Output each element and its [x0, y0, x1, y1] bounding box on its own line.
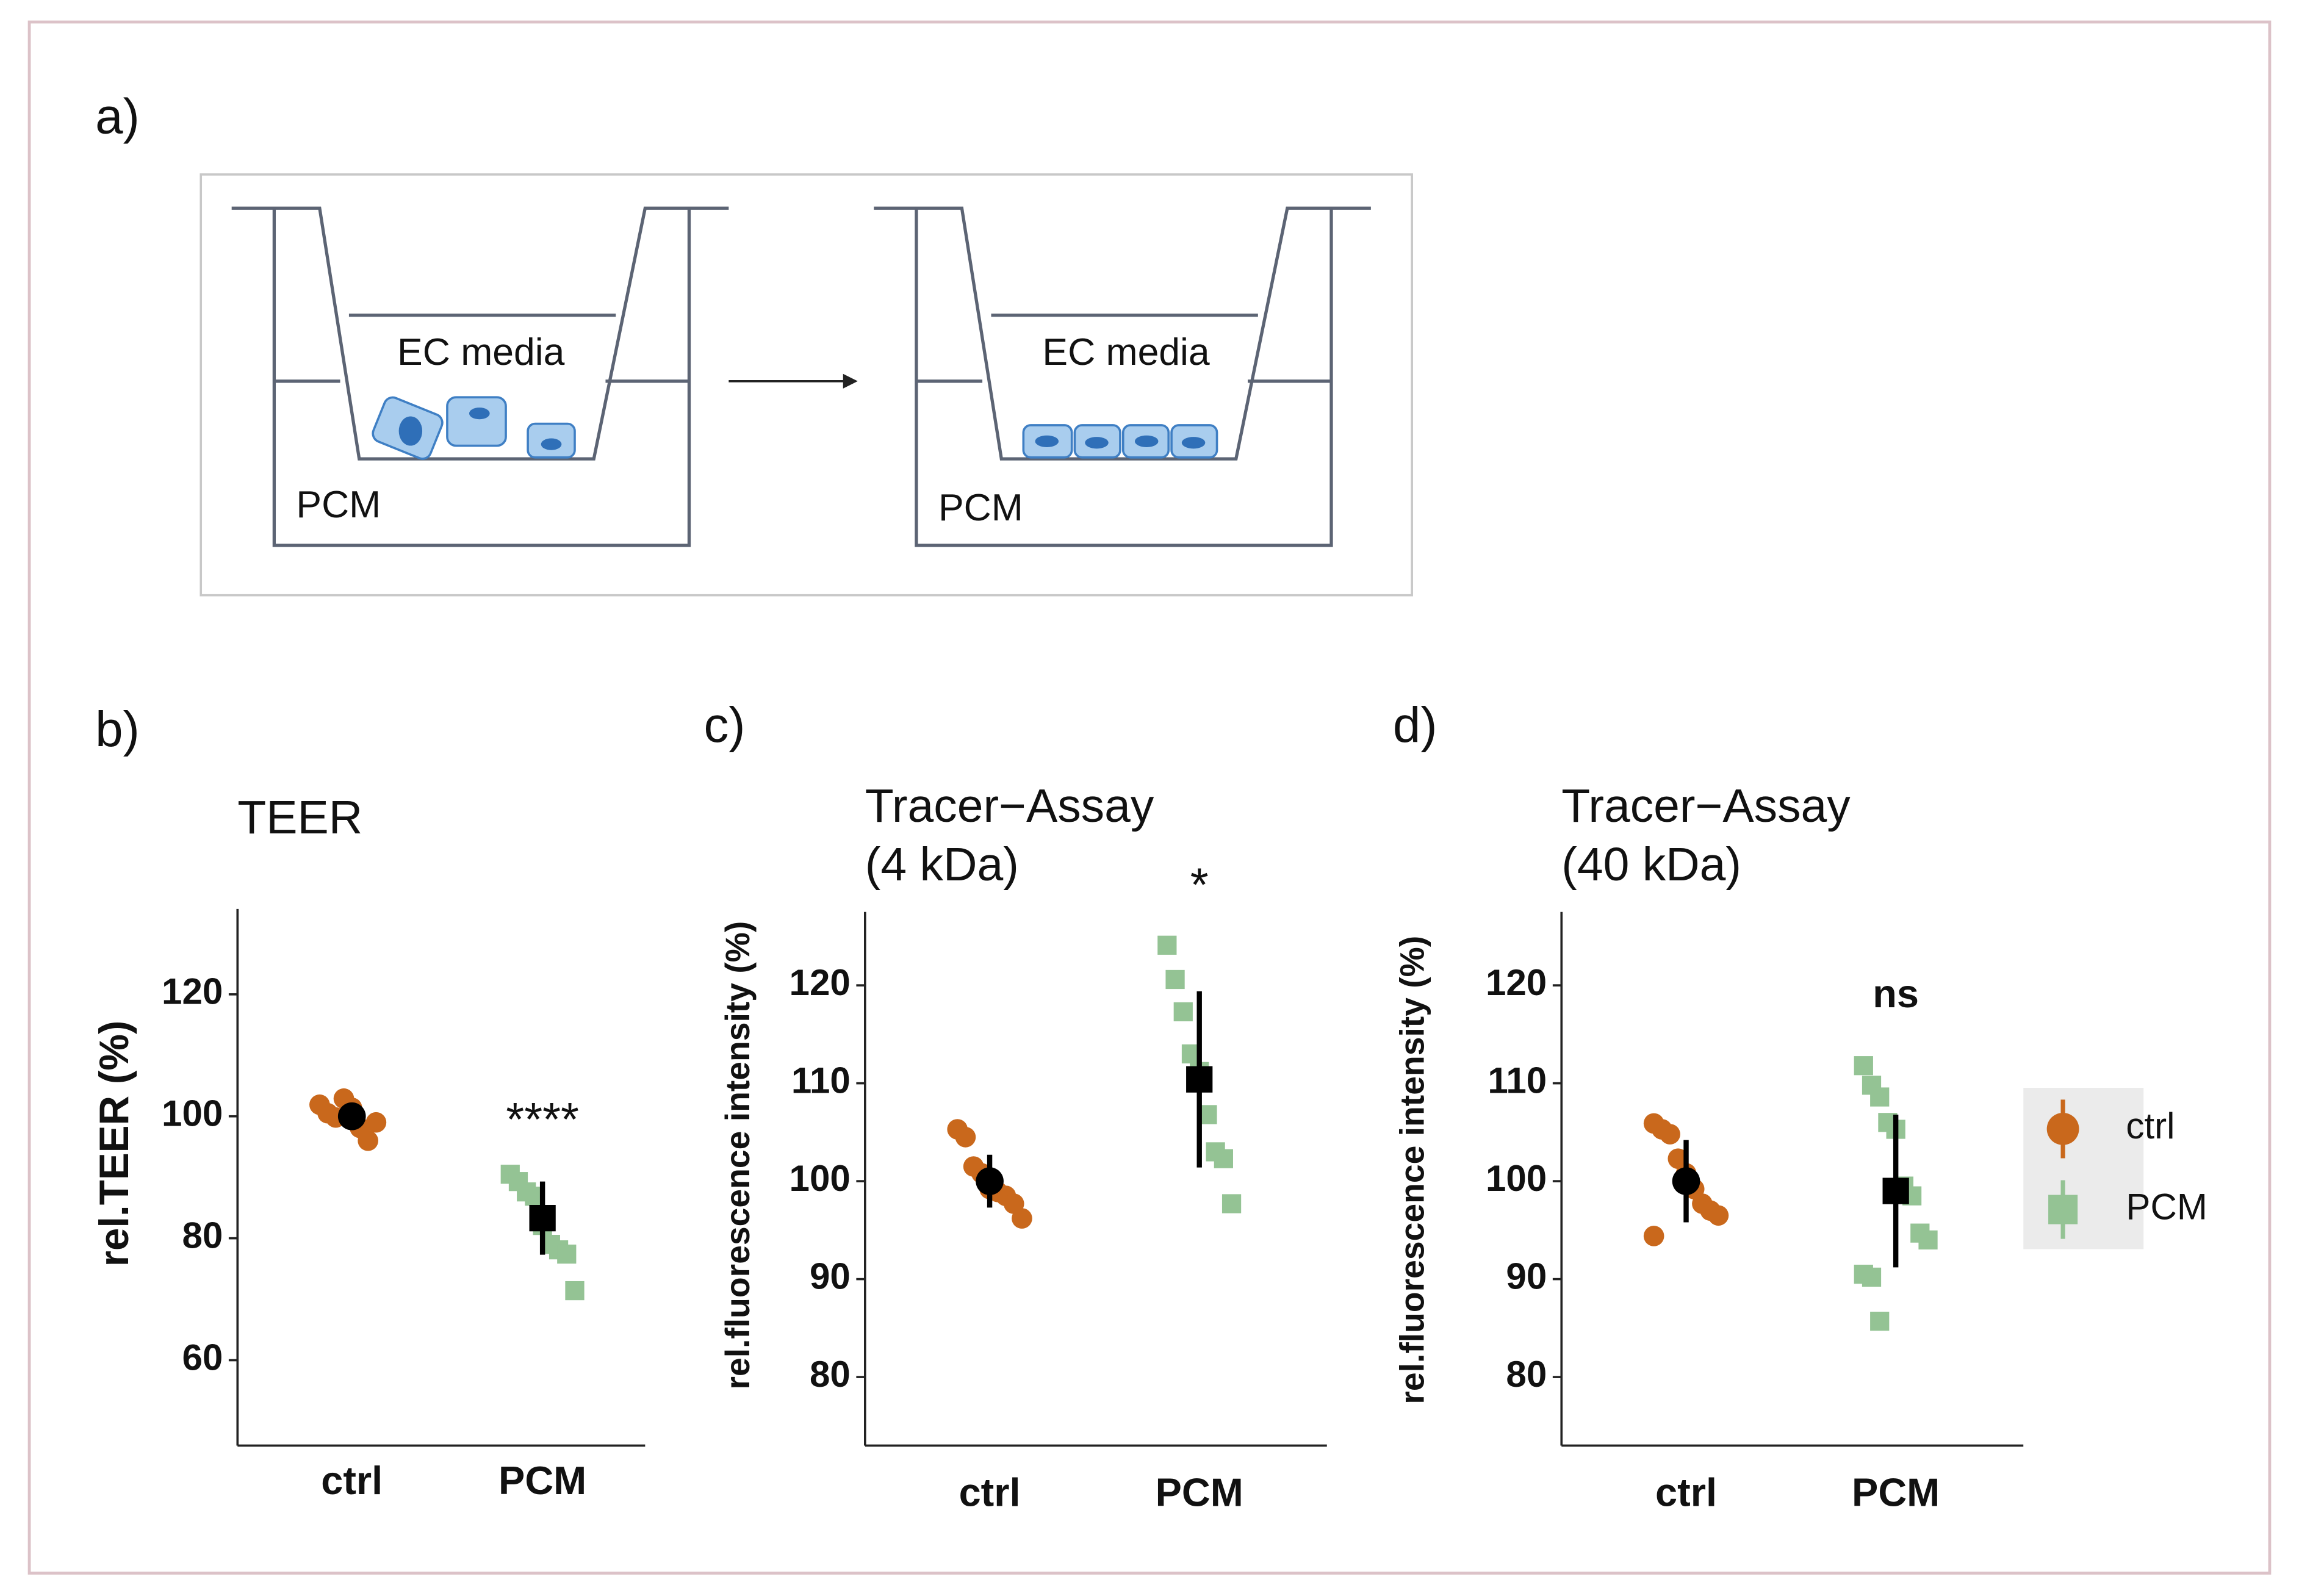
y-tick-label: 100	[790, 1158, 851, 1199]
data-point	[1854, 1056, 1873, 1076]
mean-marker	[1672, 1167, 1700, 1195]
data-point	[955, 1127, 976, 1148]
diagram-label: PCM	[938, 486, 1023, 529]
data-point	[365, 1112, 387, 1133]
chart-title: TEER	[237, 791, 362, 844]
y-tick-label: 100	[162, 1093, 223, 1134]
data-point	[1918, 1230, 1938, 1250]
diagram-box	[200, 173, 1413, 597]
y-axis-label: rel.TEER (%)	[92, 1021, 137, 1267]
mean-marker	[1186, 1066, 1213, 1093]
mean-marker	[976, 1167, 1004, 1195]
data-point	[1012, 1208, 1032, 1229]
x-tick-label: ctrl	[321, 1458, 383, 1503]
diagram-label: EC media	[1042, 331, 1210, 373]
data-point	[1214, 1149, 1233, 1168]
well-after	[874, 206, 1371, 547]
data-point	[1221, 1194, 1242, 1213]
data-point	[1643, 1226, 1664, 1246]
arrow	[729, 373, 858, 389]
legend-key	[2046, 1112, 2079, 1145]
y-tick-label: 100	[1486, 1158, 1547, 1199]
y-tick-label: 80	[810, 1354, 851, 1395]
y-tick-label: 120	[1486, 962, 1547, 1003]
y-tick-label: 80	[182, 1215, 223, 1256]
y-tick-label: 90	[810, 1256, 851, 1296]
chart-title: Tracer−Assay	[865, 780, 1154, 832]
y-tick-label: 80	[1506, 1354, 1547, 1395]
diagram-label: PCM	[296, 483, 381, 526]
data-point	[1660, 1124, 1680, 1145]
panel-label: b)	[95, 702, 140, 757]
y-tick-label: 120	[162, 971, 223, 1012]
data-point	[1862, 1267, 1882, 1287]
diagram-label: EC media	[397, 331, 565, 373]
data-point	[1870, 1087, 1890, 1107]
y-tick-label: 90	[1506, 1256, 1547, 1296]
legend-label: PCM	[2126, 1186, 2207, 1227]
legend-label: ctrl	[2126, 1105, 2175, 1146]
x-tick-label: ctrl	[959, 1470, 1021, 1514]
chart-title: (4 kDa)	[865, 838, 1019, 891]
data-point	[565, 1281, 585, 1301]
y-axis-label: rel.fluorescence intensity (%)	[1394, 936, 1431, 1404]
panel-label: c)	[703, 697, 745, 753]
mean-marker	[529, 1205, 556, 1232]
chart-title: (40 kDa)	[1561, 838, 1741, 891]
significance-label: ns	[1873, 971, 1919, 1016]
y-tick-label: 60	[182, 1337, 223, 1378]
panel-label: a)	[95, 89, 140, 145]
chart-title: Tracer−Assay	[1561, 780, 1851, 832]
y-tick-label: 110	[1488, 1060, 1547, 1101]
data-point	[1157, 935, 1177, 955]
significance-label: ****	[506, 1093, 579, 1146]
y-axis-label: rel.fluorescence intensity (%)	[719, 921, 757, 1390]
mean-marker	[337, 1102, 366, 1130]
x-tick-label: PCM	[1156, 1470, 1243, 1514]
significance-label: *	[1190, 859, 1209, 911]
data-point	[1165, 969, 1185, 990]
figure-border	[27, 20, 2272, 1575]
data-point	[358, 1130, 378, 1151]
data-point	[1708, 1205, 1729, 1226]
x-tick-label: PCM	[1852, 1470, 1940, 1514]
panel-label: d)	[1393, 697, 1437, 753]
legend-box	[2023, 1088, 2144, 1249]
y-tick-label: 120	[790, 962, 851, 1003]
y-tick-label: 110	[791, 1060, 851, 1101]
x-tick-label: PCM	[498, 1458, 586, 1503]
legend-key	[2048, 1195, 2078, 1224]
well-before	[231, 206, 729, 547]
data-point	[1173, 1002, 1193, 1022]
data-point	[1870, 1311, 1890, 1331]
data-point	[557, 1244, 577, 1264]
x-tick-label: ctrl	[1655, 1470, 1717, 1514]
mean-marker	[1882, 1177, 1909, 1204]
